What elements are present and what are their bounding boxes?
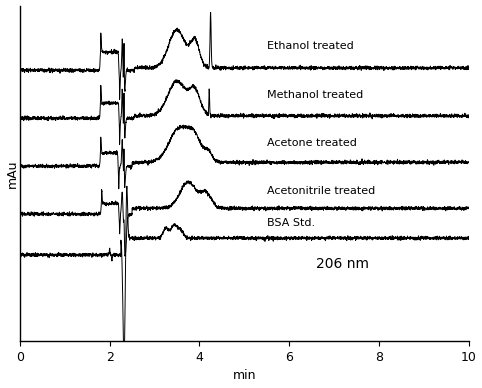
Text: 206 nm: 206 nm [316, 258, 369, 272]
Text: Acetone treated: Acetone treated [267, 139, 357, 149]
Text: Ethanol treated: Ethanol treated [267, 41, 353, 51]
Text: Acetonitrile treated: Acetonitrile treated [267, 186, 375, 196]
X-axis label: min: min [232, 369, 256, 383]
Y-axis label: mAu: mAu [6, 159, 18, 188]
Text: BSA Std.: BSA Std. [267, 218, 315, 229]
Text: Methanol treated: Methanol treated [267, 90, 363, 100]
